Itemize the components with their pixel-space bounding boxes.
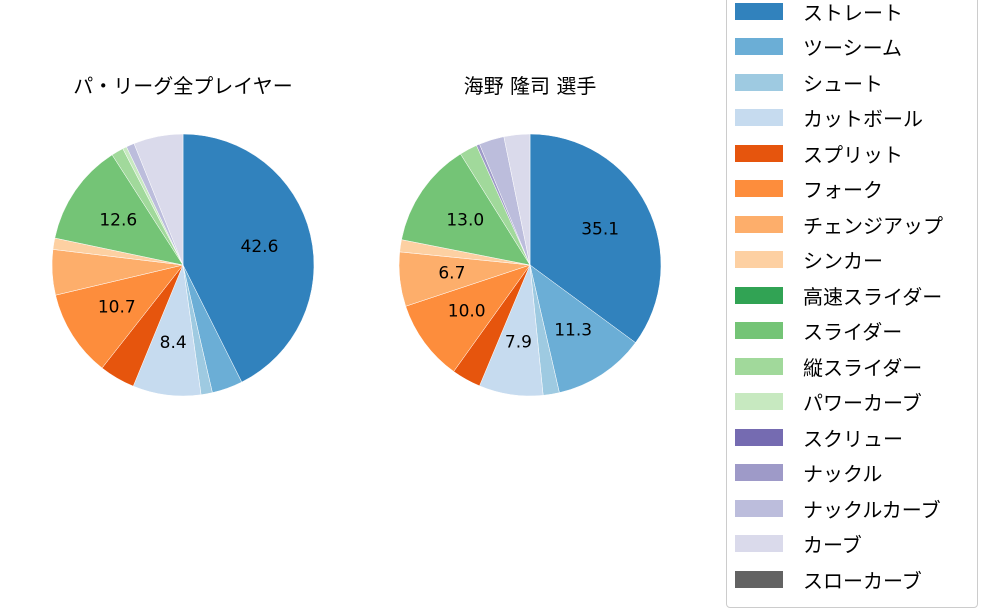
legend-label: ストレート: [803, 0, 903, 25]
pie-slice: [55, 264, 184, 369]
legend-label: カーブ: [803, 533, 862, 557]
left-chart-title: パ・リーグ全プレイヤー: [73, 74, 293, 98]
slice-value-label: 10.7: [98, 297, 136, 317]
legend-item: スローカーブ: [735, 567, 922, 593]
pie-slice: [401, 153, 531, 266]
legend-item: 高速スライダー: [735, 283, 943, 309]
slice-value-label: 8.4: [160, 333, 187, 353]
legend-label: スクリュー: [803, 426, 903, 451]
legend-swatch: [735, 2, 783, 20]
legend-swatch: [735, 464, 783, 481]
slice-value-label: 42.6: [241, 237, 279, 257]
pie-slice: [529, 133, 662, 344]
legend-swatch: [735, 357, 783, 375]
legend-swatch: [735, 428, 783, 446]
pie-slice: [503, 133, 531, 266]
pie-chart-league: 42.6 8.4 10.7 12.6: [51, 133, 315, 397]
legend-item: スクリュー: [735, 425, 903, 451]
legend-item: パワーカーブ: [735, 390, 922, 415]
legend-swatch: [735, 322, 783, 339]
right-chart-title: 海野 隆司 選手: [463, 74, 597, 98]
pie-slice: [405, 264, 531, 372]
slice-value-label: 7.9: [505, 333, 532, 353]
legend-item: ナックル: [735, 461, 883, 486]
legend-item: スライダー: [735, 319, 903, 344]
legend-label: ツーシーム: [803, 36, 902, 60]
legend-item: 縦スライダー: [735, 354, 923, 380]
legend-label: スライダー: [803, 320, 903, 344]
legend-label: スプリット: [803, 142, 903, 167]
legend-item: ナックルカーブ: [735, 496, 941, 522]
legend-swatch: [735, 180, 783, 197]
slice-value-label: 11.3: [554, 321, 592, 341]
legend-label: シンカー: [803, 249, 883, 273]
legend-item: ストレート: [735, 0, 903, 25]
legend-label: ナックルカーブ: [803, 497, 941, 522]
legend-label: チェンジアップ: [803, 213, 943, 238]
legend-item: スプリット: [735, 141, 903, 167]
legend-item: シンカー: [735, 248, 883, 273]
slice-value-label: 10.0: [448, 302, 486, 322]
legend-label: 縦スライダー: [803, 355, 923, 380]
legend-swatch: [735, 570, 783, 588]
legend-swatch: [735, 73, 783, 91]
legend: ストレートツーシームシュートカットボール スプリットフォークチェンジアップ シンカー…: [726, 0, 978, 608]
legend-swatch: [735, 499, 783, 517]
legend-swatch: [735, 109, 783, 126]
pie-chart-player: 35.1 11.3 7.9 10.0 6.7 13.0: [398, 133, 662, 397]
legend-item: シュート: [735, 70, 883, 96]
legend-label: カットボール: [803, 107, 923, 131]
legend-label: パワーカーブ: [803, 391, 922, 415]
pie-slice: [182, 133, 315, 383]
legend-swatch: [735, 251, 783, 268]
legend-item: ツーシーム: [735, 35, 902, 60]
legend-swatch: [735, 393, 783, 410]
pie-slice: [529, 264, 636, 393]
legend-item: カットボール: [735, 106, 923, 131]
legend-item: チェンジアップ: [735, 212, 943, 238]
slice-value-label: 35.1: [581, 220, 619, 240]
legend-swatch: [735, 38, 783, 55]
legend-label: スローカーブ: [803, 568, 922, 593]
legend-swatch: [735, 215, 783, 233]
slice-value-label: 12.6: [99, 210, 137, 230]
legend-swatch: [735, 144, 783, 162]
pie-slice: [133, 133, 184, 266]
legend-item: フォーク: [735, 177, 883, 202]
legend-label: シュート: [803, 71, 883, 96]
legend-swatch: [735, 535, 783, 552]
slice-value-label: 6.7: [438, 264, 465, 284]
legend-label: 高速スライダー: [803, 284, 943, 309]
slice-value-label: 13.0: [446, 210, 484, 230]
legend-label: ナックル: [803, 462, 883, 486]
legend-label: フォーク: [803, 178, 883, 202]
pie-slice: [54, 154, 184, 266]
legend-item: カーブ: [735, 532, 862, 557]
legend-swatch: [735, 286, 783, 304]
